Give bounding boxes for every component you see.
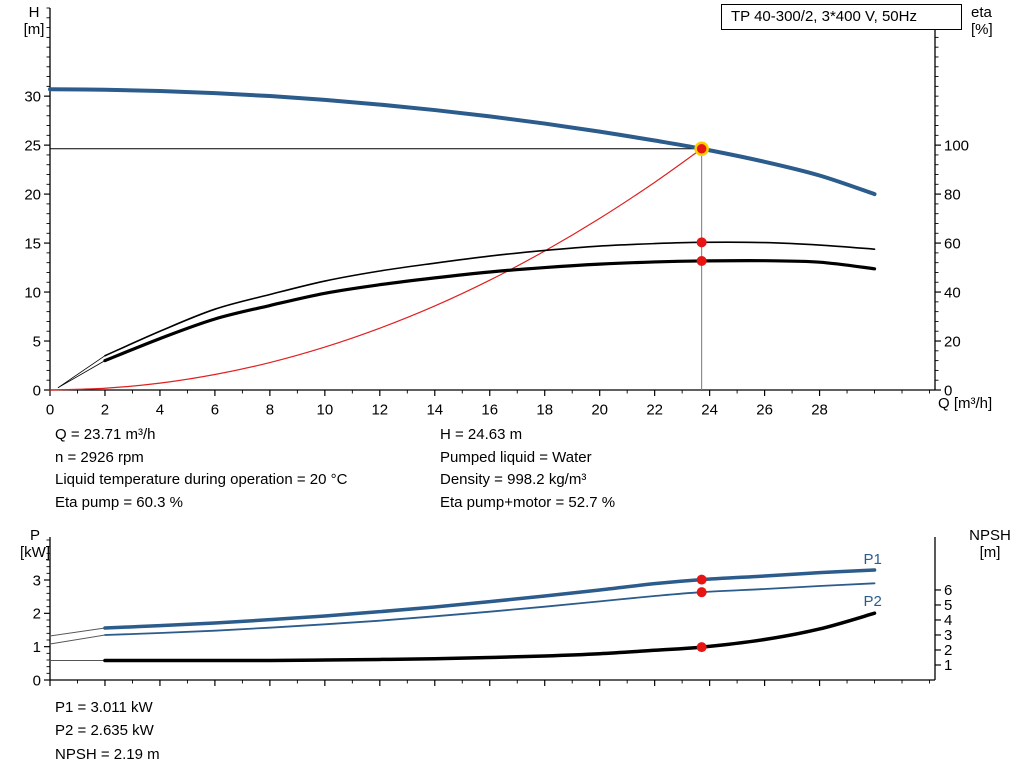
svg-text:15: 15: [24, 235, 41, 252]
eta-pump-motor-lowflow: [57, 360, 106, 388]
pump-hq-curve: [48, 87, 877, 197]
svg-text:0: 0: [46, 401, 54, 418]
p2-marker: [696, 587, 707, 598]
info-head: H = 24.63 m: [440, 426, 523, 443]
svg-text:0: 0: [33, 672, 41, 689]
curve-label-P2: P2: [864, 593, 882, 610]
svg-text:28: 28: [811, 401, 828, 418]
svg-text:2: 2: [101, 401, 109, 418]
duty-point-marker[interactable]: [694, 141, 709, 157]
svg-text:4: 4: [156, 401, 164, 418]
svg-text:1: 1: [944, 657, 952, 674]
p2-lowflow: [49, 634, 106, 645]
eta-axis-symbol: eta: [971, 4, 992, 21]
info-flow: Q = 23.71 m³/h: [55, 426, 156, 443]
svg-text:26: 26: [756, 401, 773, 418]
svg-text:14: 14: [426, 401, 443, 418]
eta-axis-unit: [%]: [971, 21, 993, 38]
svg-text:10: 10: [24, 284, 41, 301]
p-axis-symbol: P: [29, 527, 40, 544]
h-axis-symbol: H: [28, 4, 40, 21]
npsh-marker: [696, 642, 707, 653]
svg-text:1: 1: [33, 639, 41, 656]
info-liquid: Pumped liquid = Water: [440, 449, 592, 466]
svg-text:0: 0: [944, 382, 952, 399]
h-axis-label: H [m]: [17, 4, 51, 38]
result-p1: P1 = 3.011 kW: [55, 699, 153, 716]
svg-text:80: 80: [944, 186, 961, 203]
eta-pump-motor-curve: [103, 259, 877, 363]
svg-text:3: 3: [944, 627, 952, 644]
info-eta-total: Eta pump+motor = 52.7 %: [440, 494, 616, 511]
svg-text:8: 8: [266, 401, 274, 418]
svg-text:16: 16: [481, 401, 498, 418]
eta-pump-motor-marker: [696, 255, 707, 266]
svg-text:20: 20: [944, 333, 961, 350]
svg-text:60: 60: [944, 235, 961, 252]
npsh-axis-symbol: NPSH: [969, 527, 1011, 544]
result-p2: P2 = 2.635 kW: [55, 722, 154, 739]
curve-label-P1: P1: [864, 551, 882, 568]
svg-text:25: 25: [24, 137, 41, 154]
eta-pump-lowflow: [57, 355, 106, 388]
p2-curve: [104, 582, 876, 636]
pump-title-box: TP 40-300/2, 3*400 V, 50Hz: [721, 4, 962, 30]
svg-text:4: 4: [944, 612, 952, 629]
info-speed: n = 2926 rpm: [55, 449, 144, 466]
p1-curve: [103, 568, 877, 630]
info-eta-pump: Eta pump = 60.3 %: [55, 494, 183, 511]
h-axis-unit: [m]: [23, 21, 45, 38]
svg-text:100: 100: [944, 137, 969, 154]
svg-text:5: 5: [33, 333, 41, 350]
system-curve: [49, 148, 703, 391]
svg-text:22: 22: [646, 401, 663, 418]
svg-text:30: 30: [24, 88, 41, 105]
svg-text:18: 18: [536, 401, 553, 418]
svg-text:10: 10: [317, 401, 334, 418]
result-npsh: NPSH = 2.19 m: [55, 746, 160, 763]
svg-text:20: 20: [591, 401, 608, 418]
eta-pump-marker: [696, 237, 707, 248]
svg-text:2: 2: [33, 606, 41, 623]
p-axis-unit: [kW]: [20, 544, 50, 561]
eta-axis-label: eta [%]: [971, 4, 993, 38]
svg-text:20: 20: [24, 186, 41, 203]
svg-text:6: 6: [944, 582, 952, 599]
svg-text:3: 3: [33, 572, 41, 589]
p-axis-label: P [kW]: [15, 527, 55, 561]
eta-pump-curve: [104, 241, 876, 357]
svg-text:40: 40: [944, 284, 961, 301]
svg-text:0: 0: [33, 382, 41, 399]
svg-text:5: 5: [944, 597, 952, 614]
svg-text:2: 2: [944, 642, 952, 659]
npsh-axis-unit: [m]: [979, 544, 1001, 561]
npsh-curve: [103, 611, 877, 663]
npsh-axis-label: NPSH [m]: [964, 527, 1016, 561]
q-axis-label: Q [m³/h]: [938, 395, 993, 412]
svg-text:24: 24: [701, 401, 718, 418]
info-density: Density = 998.2 kg/m³: [440, 471, 587, 488]
p1-lowflow: [49, 627, 106, 637]
svg-text:6: 6: [211, 401, 219, 418]
info-temperature: Liquid temperature during operation = 20…: [55, 471, 348, 488]
svg-text:12: 12: [371, 401, 388, 418]
p1-marker: [696, 574, 707, 585]
